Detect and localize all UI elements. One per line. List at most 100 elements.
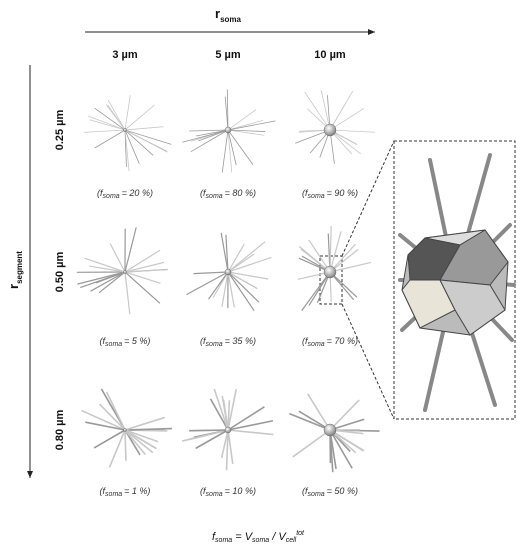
- caption-value: = 20 %): [122, 188, 153, 198]
- caption: (fsoma= 90 %): [302, 188, 358, 200]
- f-sub: soma: [215, 537, 232, 544]
- segment: [330, 130, 375, 132]
- caption-sub: soma: [105, 341, 122, 348]
- segment: [222, 130, 228, 173]
- zoom-line: [342, 304, 394, 419]
- segment: [228, 120, 263, 130]
- caption: (fsoma= 10 %): [200, 486, 256, 498]
- segment: [289, 414, 330, 430]
- segment: [125, 430, 153, 453]
- neuron: [182, 89, 275, 172]
- caption-sub: soma: [105, 491, 122, 498]
- caption-value: = 1 %): [124, 486, 150, 496]
- segment: [305, 92, 330, 130]
- zoom-line: [342, 141, 394, 256]
- caption-sub: soma: [206, 193, 223, 200]
- sup: tot: [296, 530, 305, 537]
- caption-value: = 90 %): [327, 188, 358, 198]
- neuron: [77, 227, 168, 314]
- column-header: 5 µm: [215, 49, 241, 61]
- subscript: segment: [15, 251, 24, 284]
- column-header: 3 µm: [112, 49, 138, 61]
- segment: [189, 430, 228, 431]
- segment: [125, 272, 160, 303]
- neuron: [289, 394, 379, 472]
- zoom-panel: [320, 141, 515, 419]
- segment: [125, 272, 160, 283]
- eq: = V: [232, 531, 254, 543]
- segment: [125, 417, 165, 430]
- subscript: soma: [220, 15, 241, 24]
- segment: [95, 130, 125, 148]
- caption-sub: soma: [206, 491, 223, 498]
- row-header: 0.80 µm: [54, 409, 66, 450]
- caption-value: = 10 %): [225, 486, 256, 496]
- caption-sub: soma: [308, 193, 325, 200]
- caption: (fsoma= 35 %): [200, 336, 256, 348]
- segment: [125, 272, 130, 314]
- caption-value: = 5 %): [124, 336, 150, 346]
- soma: [324, 124, 336, 136]
- segment: [198, 130, 228, 141]
- caption-value: = 50 %): [327, 486, 358, 496]
- soma: [124, 429, 127, 432]
- segment: [94, 430, 125, 448]
- soma: [324, 266, 336, 278]
- segment: [228, 430, 273, 435]
- segment: [330, 226, 331, 272]
- soma: [225, 427, 231, 433]
- soma: [225, 269, 231, 275]
- caption-value: = 80 %): [225, 188, 256, 198]
- caption: (fsoma= 5 %): [100, 336, 151, 348]
- axis-label: rsoma: [215, 6, 242, 24]
- segment: [125, 127, 164, 130]
- segment: [330, 91, 353, 130]
- segment: [228, 430, 233, 464]
- segment: [308, 394, 330, 430]
- row-header: 0.25 µm: [54, 109, 66, 150]
- segment: [125, 95, 130, 130]
- caption: (fsoma= 50 %): [302, 486, 358, 498]
- caption-sub: soma: [206, 341, 223, 348]
- neuron: [186, 233, 271, 311]
- segment: [182, 130, 228, 142]
- segment: [125, 130, 139, 164]
- neuron: [81, 389, 172, 467]
- cell-sub: cell: [286, 537, 297, 544]
- axis-label: rsegment: [6, 251, 24, 289]
- segment: [95, 108, 125, 130]
- neuron: [84, 95, 172, 171]
- segment: [125, 227, 136, 272]
- caption-value: = 35 %): [225, 336, 256, 346]
- row-header: 0.50 µm: [54, 251, 66, 292]
- caption: (fsoma= 80 %): [200, 188, 256, 200]
- caption-value: = 70 %): [327, 336, 358, 346]
- slash: / V: [269, 531, 287, 543]
- caption: (fsoma= 70 %): [302, 336, 358, 348]
- column-header: 10 µm: [314, 49, 346, 61]
- segment: [193, 272, 228, 274]
- soma: [124, 271, 127, 274]
- segment: [84, 130, 125, 132]
- neuron: [182, 389, 273, 470]
- segment: [80, 272, 125, 288]
- soma: [225, 127, 231, 133]
- segment: [89, 266, 125, 272]
- segment: [228, 242, 265, 272]
- caption: (fsoma= 20 %): [97, 188, 153, 200]
- segment: [125, 430, 126, 461]
- segment: [182, 430, 228, 441]
- segment: [293, 430, 330, 457]
- neuron: [298, 226, 371, 311]
- segment: [125, 105, 154, 130]
- v-sub: soma: [252, 537, 269, 544]
- caption-sub: soma: [103, 193, 120, 200]
- segment: [125, 429, 172, 430]
- figure: rsoma rsegment 3 µm 5 µm 10 µm 0.25 µm 0.50 µm…: [0, 0, 517, 553]
- caption-sub: soma: [308, 341, 325, 348]
- formula: fsoma = Vsoma / Vcelltot: [212, 530, 305, 544]
- soma: [324, 424, 336, 436]
- soma: [124, 129, 127, 132]
- caption-sub: soma: [308, 491, 325, 498]
- caption: (fsoma= 1 %): [100, 486, 151, 498]
